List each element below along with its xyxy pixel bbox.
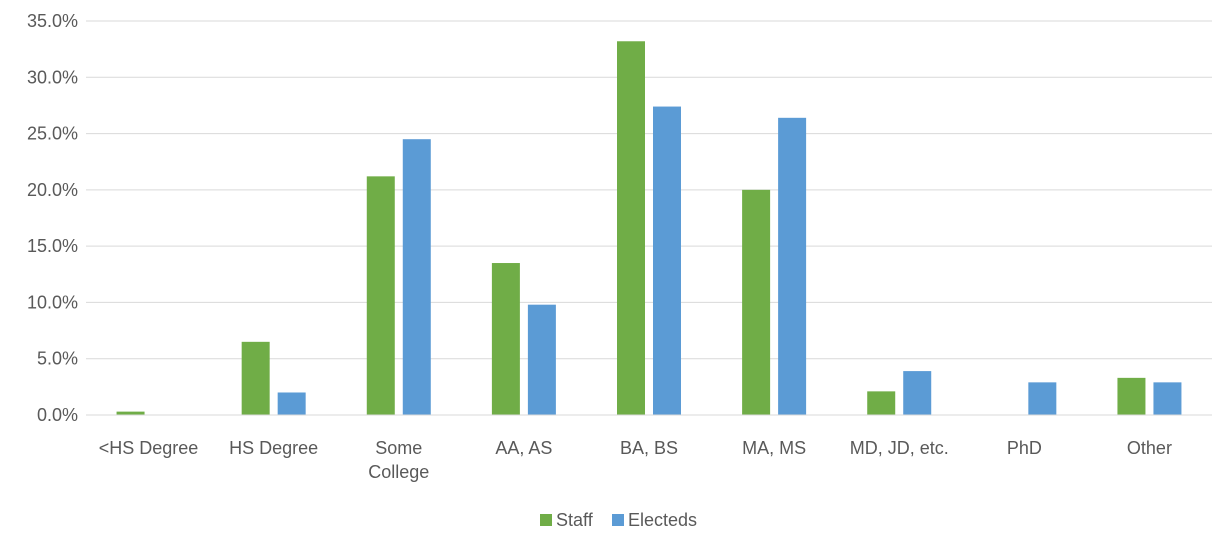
x-axis: <HS Degree HS Degree Some College AA, AS BA, … [86, 414, 1212, 482]
y-tick-label: 25.0% [27, 124, 78, 144]
x-category-label: HS Degree [229, 438, 318, 458]
bar-staff-8 [1117, 377, 1146, 415]
bar-staff-1 [241, 341, 270, 415]
legend-swatch-electeds [612, 514, 624, 526]
y-tick-label: 30.0% [27, 67, 78, 87]
bar-staff-2 [366, 176, 395, 415]
y-tick-label: 5.0% [37, 349, 78, 369]
x-category-label: Some [375, 438, 422, 458]
legend: Staff Electeds [540, 510, 697, 530]
legend-swatch-staff [540, 514, 552, 526]
bar-staff-4 [617, 41, 645, 416]
x-category-label: Other [1127, 438, 1172, 458]
bar-staff-5 [742, 189, 771, 415]
y-tick-label: 0.0% [37, 405, 78, 425]
y-tick-label: 35.0% [27, 11, 78, 31]
bar-electeds-2 [402, 139, 431, 415]
x-category-label: College [368, 462, 429, 482]
gridlines [86, 20, 1212, 416]
legend-label-staff: Staff [556, 510, 594, 530]
bar-staff-6 [867, 391, 896, 415]
bar-electeds-1 [277, 392, 306, 415]
bar-staff-0 [116, 411, 145, 415]
x-category-label: PhD [1007, 438, 1042, 458]
bar-electeds-3 [527, 304, 556, 415]
x-category-label: AA, AS [495, 438, 552, 458]
bar-electeds-7 [1028, 382, 1057, 415]
y-axis: 0.0% 5.0% 10.0% 15.0% 20.0% 25.0% 30.0% 35.0% [27, 11, 78, 425]
bar-electeds-5 [778, 117, 807, 415]
bar-staff-3 [491, 263, 520, 415]
x-category-label: MA, MS [742, 438, 806, 458]
y-tick-label: 10.0% [27, 292, 78, 312]
x-category-label: <HS Degree [99, 438, 199, 458]
x-category-label: MD, JD, etc. [850, 438, 949, 458]
y-tick-label: 15.0% [27, 236, 78, 256]
legend-label-electeds: Electeds [628, 510, 697, 530]
bar-electeds-8 [1153, 382, 1182, 415]
x-category-label: BA, BS [620, 438, 678, 458]
bar-electeds-4 [653, 106, 681, 415]
bar-electeds-6 [903, 371, 932, 415]
y-tick-label: 20.0% [27, 180, 78, 200]
bars [116, 41, 1182, 416]
